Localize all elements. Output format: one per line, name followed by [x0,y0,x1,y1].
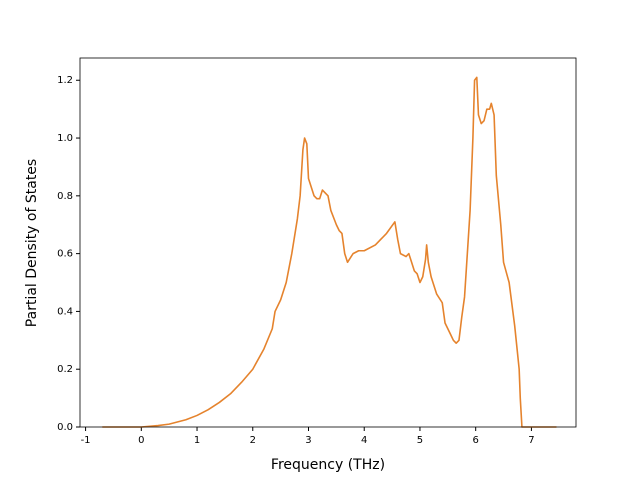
y-tick-label: 0.6 [57,249,73,260]
x-tick-label: 4 [361,435,367,446]
x-tick-label: 3 [305,435,311,446]
x-tick-label: 7 [528,435,534,446]
x-axis-title: Frequency (THz) [271,457,385,473]
x-tick-label: -1 [81,435,91,446]
x-tick-label: 2 [250,435,256,446]
x-tick-label: 6 [472,435,478,446]
y-tick-label: 0.4 [57,306,73,317]
x-tick-label: 1 [194,435,200,446]
plot-frame [79,57,577,428]
y-tick-label: 1.2 [57,75,73,86]
y-axis-title: Partial Density of States [24,159,40,327]
y-tick-label: 1.0 [57,133,73,144]
y-tick-label: 0.0 [57,422,73,433]
x-tick-label: 5 [417,435,423,446]
data-line [102,76,557,428]
y-tick-label: 0.2 [57,364,73,375]
y-tick-label: 0.8 [57,191,73,202]
x-tick-label: 0 [138,435,144,446]
